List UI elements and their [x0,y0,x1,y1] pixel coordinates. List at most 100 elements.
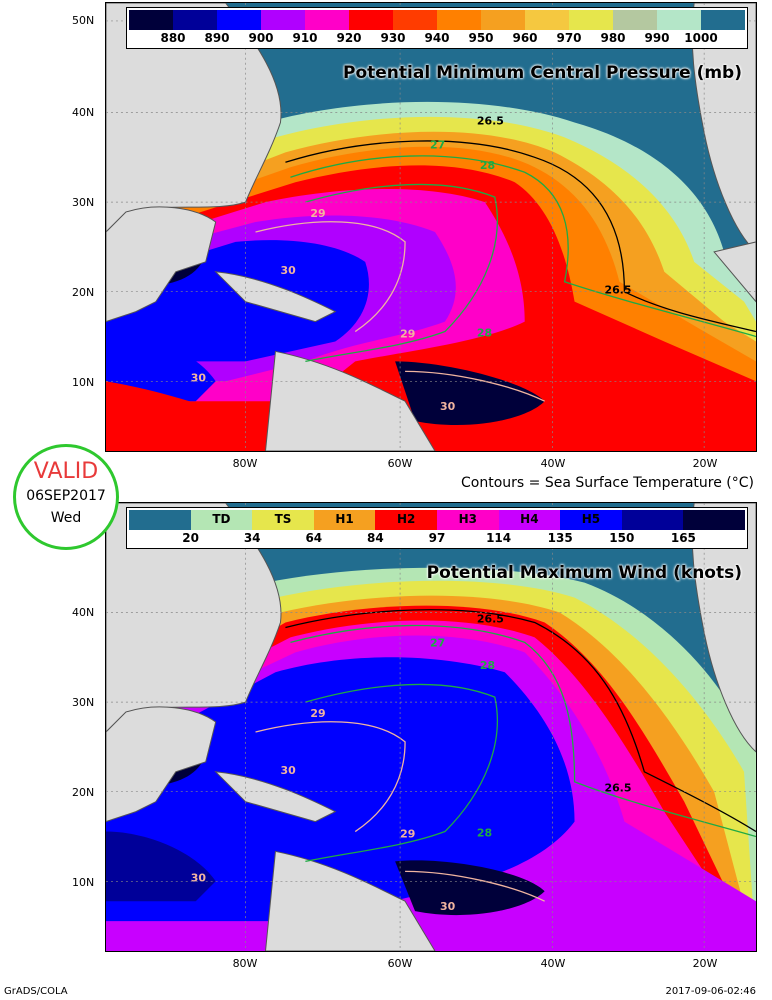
contour-label-27: 27 [430,138,445,151]
contour-label-30: 30 [280,264,296,277]
pressure-colorbar-swatch [393,10,437,30]
pressure-colorbar-tick-label: 970 [556,31,582,45]
wind-contour-label-27: 27 [430,636,445,649]
wind-colorbar-category-label: H5 [581,512,601,526]
lat-label-30n-bottom: 30N [72,696,95,709]
wind-contour-label-26-5: 26.5 [477,612,504,625]
contour-label-26-5-b: 26.5 [604,284,631,297]
wind-map-panel: 26.5 26.5 27 28 28 29 29 30 30 30 TD TS H1… [105,502,757,952]
wind-colorbar-tick-label: 165 [670,531,696,545]
wind-colorbar-tick-label: 34 [243,531,261,545]
lat-label-10n-bottom: 10N [72,876,95,889]
lon-label-20w-top: 20W [692,457,718,470]
pressure-colorbar-tick-label: 880 [160,31,186,45]
wind-colorbar-tick-label: 64 [305,531,323,545]
wind-colorbar-tick-label: 84 [367,531,384,545]
pressure-colorbar: 880 890 900 910 920 930 940 950 960 970 980 990 1000 [126,7,748,49]
wind-contour-label-30-b: 30 [440,900,456,913]
wind-colorbar-swatch: H1 [313,510,376,530]
wind-colorbar-swatch: H4 [498,510,561,530]
lat-label-20n-top: 20N [72,286,95,299]
pressure-map-title: Potential Minimum Central Pressure (mb) [343,63,742,83]
wind-contour-label-28: 28 [480,659,495,672]
wind-colorbar-swatch: H3 [436,510,499,530]
wind-colorbar-swatch: TD [190,510,253,530]
software-credit: GrADS/COLA [4,986,68,997]
contour-label-28: 28 [480,159,495,172]
lat-label-50n-top: 50N [72,14,95,27]
wind-contour-label-28-b: 28 [477,827,492,840]
wind-contour-label-30: 30 [280,764,296,777]
lat-label-40n-bottom: 40N [72,606,95,619]
contour-label-28-b: 28 [477,327,492,340]
wind-colorbar: TD TS H1 H2 H3 H4 H5 20 34 64 84 97 114 135 150 165 [126,507,748,549]
lat-label-30n-top: 30N [72,196,95,209]
pressure-colorbar-swatch [569,10,613,30]
wind-map-title: Potential Maximum Wind (knots) [426,563,742,583]
pressure-colorbar-swatch [613,10,657,30]
lon-label-40w-top: 40W [540,457,566,470]
pressure-colorbar-tick-label: 910 [292,31,318,45]
contour-label-30-b: 30 [440,400,456,413]
lat-label-10n-top: 10N [72,376,95,389]
pressure-map: 26.5 26.5 27 28 28 29 29 30 30 30 [106,3,756,451]
contour-label-26-5: 26.5 [477,114,504,127]
pressure-map-panel: 26.5 26.5 27 28 28 29 29 30 30 30 880 890… [105,2,757,452]
wind-colorbar-swatch [129,510,191,530]
wind-contour-label-26-5-b: 26.5 [604,782,631,795]
lon-label-80w-bottom: 80W [232,957,258,970]
valid-label: VALID [33,459,99,484]
wind-contour-label-29: 29 [310,707,325,720]
wind-colorbar-tick-label: 150 [609,531,635,545]
wind-colorbar-swatch: H2 [375,510,437,530]
pressure-colorbar-swatch [349,10,393,30]
pressure-colorbar-tick-label: 980 [600,31,626,45]
wind-colorbar-swatches: TD TS H1 H2 H3 H4 H5 [129,510,745,530]
pressure-colorbar-swatch [173,10,217,30]
wind-map: 26.5 26.5 27 28 28 29 29 30 30 30 [106,503,756,951]
wind-contour-label-29-b: 29 [400,828,415,841]
pressure-colorbar-tick-label: 940 [424,31,450,45]
pressure-colorbar-tick-label: 920 [336,31,362,45]
wind-colorbar-tick-label: 97 [428,531,446,545]
valid-date-badge: VALID 06SEP2017 Wed [13,444,119,550]
lon-label-80w-top: 80W [232,457,258,470]
lat-label-20n-bottom: 20N [72,786,95,799]
pressure-colorbar-tick-label: 960 [512,31,538,45]
pressure-colorbar-swatch [701,10,745,30]
pressure-colorbar-tick-label: 950 [468,31,494,45]
pressure-colorbar-swatch [305,10,349,30]
generation-timestamp: 2017-09-06-02:46 [665,986,756,997]
lon-label-20w-bottom: 20W [692,957,718,970]
pressure-colorbar-tick-label: 930 [380,31,406,45]
lon-label-60w-top: 60W [387,457,413,470]
pressure-colorbar-ticks: 880 890 900 910 920 930 940 950 960 970 980 990 1000 [129,31,745,47]
wind-colorbar-category-label: H3 [458,512,477,526]
pressure-colorbar-tick-label: 890 [204,31,230,45]
pressure-colorbar-tick-label: 1000 [684,31,718,45]
contour-label-30-c: 30 [191,371,207,384]
valid-date: 06SEP2017 [26,488,106,504]
pressure-colorbar-swatch [525,10,569,30]
lat-label-40n-top: 40N [72,106,95,119]
wind-colorbar-swatch [621,510,684,530]
pressure-colorbar-swatches [129,10,745,30]
sst-contour-note: Contours = Sea Surface Temperature (°C) [461,475,754,491]
pressure-colorbar-swatch [481,10,525,30]
contour-label-29: 29 [310,207,325,220]
wind-colorbar-ticks: 20 34 64 84 97 114 135 150 165 [129,531,745,547]
wind-colorbar-swatch: TS [252,510,314,530]
pressure-colorbar-swatch [657,10,701,30]
wind-colorbar-swatch [683,510,745,530]
pressure-colorbar-swatch [261,10,305,30]
valid-weekday: Wed [50,510,82,526]
pressure-colorbar-tick-label: 900 [248,31,274,45]
wind-colorbar-tick-label: 20 [182,531,199,545]
wind-colorbar-tick-label: 135 [547,531,573,545]
contour-label-29-b: 29 [400,328,415,341]
wind-colorbar-category-label: H2 [396,512,416,526]
wind-colorbar-category-label: H1 [335,512,354,526]
wind-colorbar-swatch: H5 [560,510,622,530]
pressure-colorbar-tick-label: 990 [644,31,670,45]
wind-colorbar-category-label: TD [212,512,231,526]
